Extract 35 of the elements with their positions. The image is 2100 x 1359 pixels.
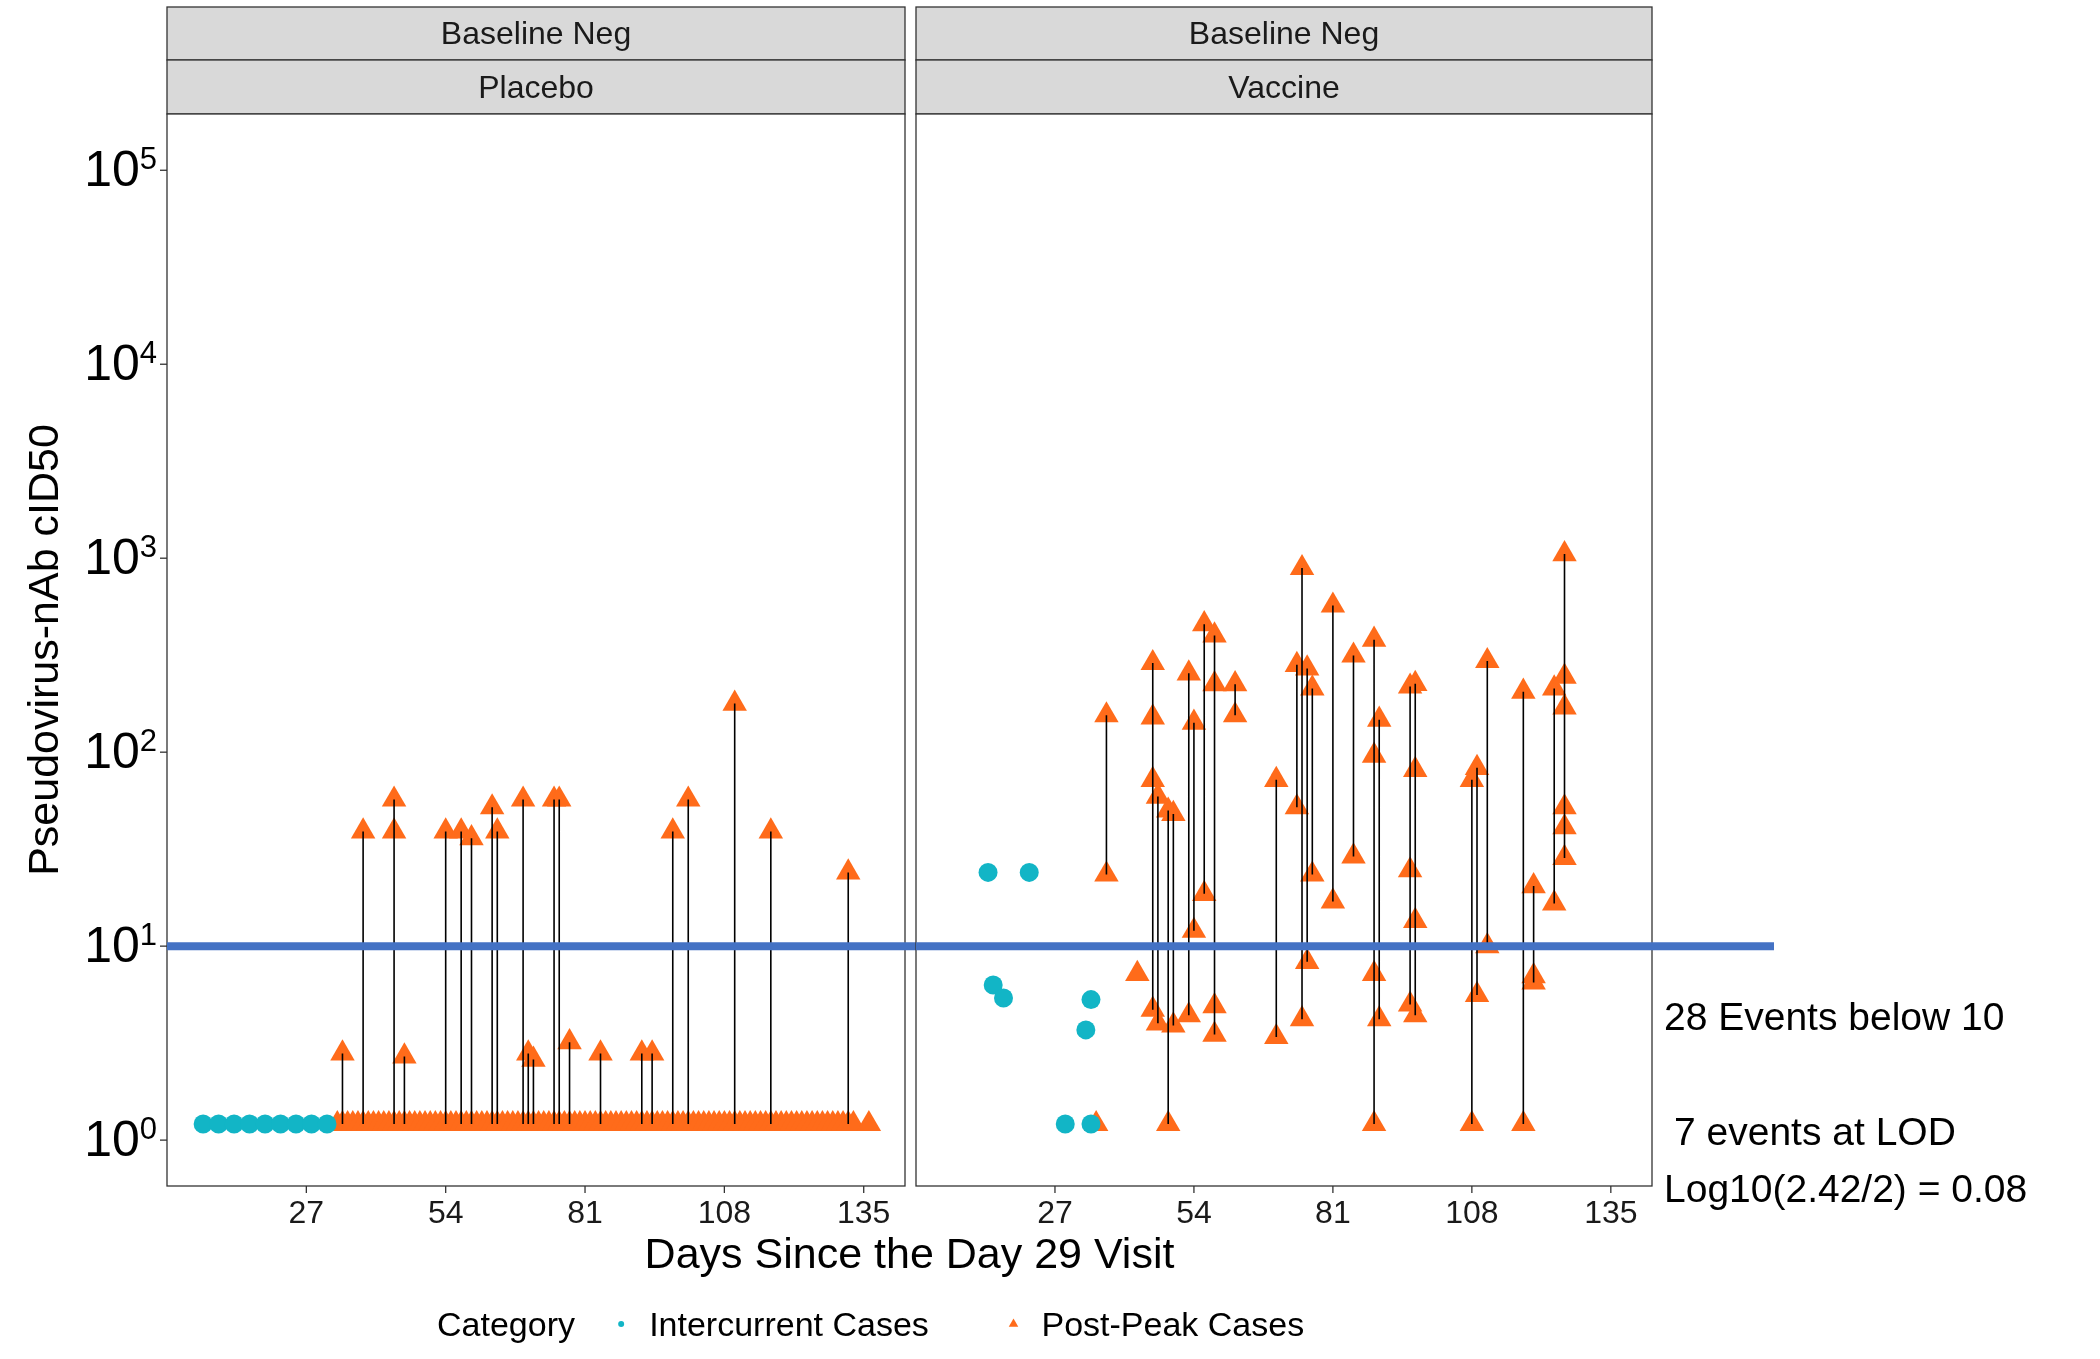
x-tick-label: 81 bbox=[1315, 1194, 1351, 1230]
chart-subtitle: Vaccine bbox=[1228, 69, 1340, 105]
text: 7 events at LOD bbox=[1674, 1110, 1956, 1153]
point bbox=[978, 862, 998, 882]
point bbox=[983, 975, 1003, 995]
legend-label: Post-Peak Cases bbox=[1041, 1305, 1305, 1343]
y-axis-title: Pseudovirus-nAb cID50 bbox=[19, 424, 67, 876]
y-tick-label: 10$^{1}$ bbox=[84, 916, 157, 974]
chart-title: Baseline Neg bbox=[1188, 15, 1380, 51]
legend-title: Category bbox=[437, 1305, 575, 1343]
point bbox=[994, 988, 1013, 1008]
x-tick-label: 108 bbox=[697, 1194, 752, 1230]
x-tick-label: 135 bbox=[837, 1194, 891, 1230]
y-tick-label: 10$^{4}$ bbox=[84, 334, 157, 392]
x-tick-label: 108 bbox=[1445, 1194, 1499, 1230]
x-tick-label: 27 bbox=[288, 1194, 325, 1230]
y-tick-label: 10$^{5}$ bbox=[84, 140, 157, 198]
point bbox=[1081, 990, 1101, 1010]
x-tick-label: 54 bbox=[1176, 1194, 1212, 1230]
text: 28 Events below 10 bbox=[1664, 995, 2005, 1038]
text: Log10(2.42/2) = 0.08 bbox=[1664, 1167, 2028, 1210]
legend-label: Intercurrent Cases bbox=[649, 1305, 929, 1343]
chart-title: Baseline Neg bbox=[440, 15, 632, 51]
x-axis-title: Days Since the Day 29 Visit bbox=[644, 1229, 1175, 1277]
y-tick-label: 10$^{2}$ bbox=[84, 722, 157, 780]
x-tick-label: 54 bbox=[427, 1194, 464, 1230]
x-tick-label: 27 bbox=[1037, 1194, 1073, 1230]
point bbox=[1055, 1114, 1075, 1134]
y-tick-label: 10$^{0}$ bbox=[84, 1110, 157, 1168]
point bbox=[1019, 862, 1039, 882]
x-tick-label: 81 bbox=[567, 1194, 603, 1230]
y-tick-label: 10$^{3}$ bbox=[84, 528, 157, 586]
point bbox=[1076, 1020, 1096, 1040]
chart-subtitle: Placebo bbox=[478, 69, 594, 105]
x-tick-label: 135 bbox=[1584, 1194, 1638, 1230]
